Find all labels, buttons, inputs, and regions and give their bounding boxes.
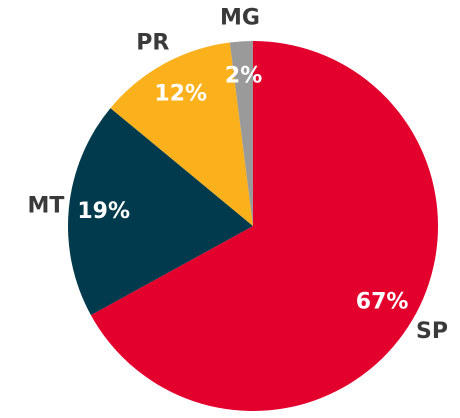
category-label: MT: [27, 193, 64, 218]
pie-slice: [68, 108, 253, 316]
pie-slice: [110, 42, 253, 227]
value-label: 12%: [154, 82, 207, 107]
value-label: 2%: [225, 63, 262, 88]
category-label: PR: [136, 31, 169, 56]
pie-slice: [229, 41, 253, 226]
pie-slice: [90, 41, 438, 411]
category-label: MG: [220, 5, 260, 30]
value-label: 67%: [356, 289, 409, 314]
value-label: 19%: [77, 199, 130, 224]
category-label: SP: [416, 319, 448, 344]
